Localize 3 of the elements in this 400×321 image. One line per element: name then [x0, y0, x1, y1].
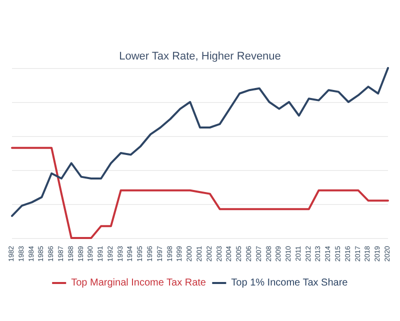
legend-label: Top Marginal Income Tax Rate — [71, 278, 206, 288]
legend-label: Top 1% Income Tax Share — [231, 278, 348, 288]
chart-title: Lower Tax Rate, Higher Revenue — [119, 50, 281, 62]
